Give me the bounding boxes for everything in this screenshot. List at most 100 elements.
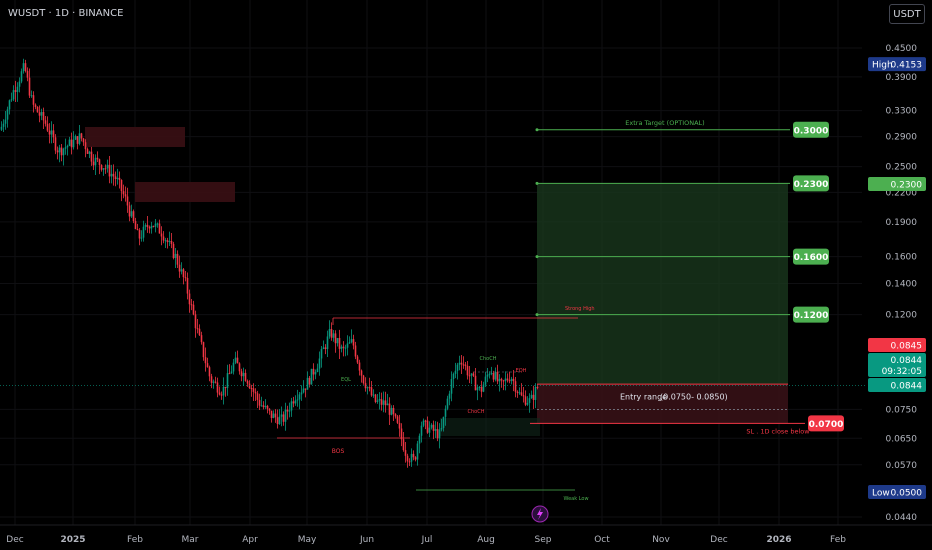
candle-body bbox=[488, 373, 491, 375]
candle-body bbox=[218, 392, 221, 395]
candle-body bbox=[330, 329, 333, 338]
entry-range-label: Entry range bbox=[620, 392, 667, 401]
candle-body bbox=[10, 99, 13, 101]
candle-body bbox=[268, 408, 271, 411]
candle-body bbox=[362, 375, 365, 384]
candle-body bbox=[92, 161, 95, 166]
candle-body bbox=[226, 373, 229, 389]
candle-body bbox=[54, 137, 57, 151]
candle-body bbox=[500, 378, 503, 381]
candle-body bbox=[210, 376, 213, 383]
candle-body bbox=[206, 363, 209, 368]
candle-body bbox=[56, 150, 59, 153]
candle-body bbox=[494, 371, 497, 380]
y-tick-label: 0.3300 bbox=[886, 107, 918, 117]
candle-body bbox=[354, 345, 357, 357]
candle-body bbox=[456, 364, 459, 371]
candle-body bbox=[334, 333, 337, 344]
candle-body bbox=[72, 139, 75, 148]
candle-body bbox=[426, 420, 429, 433]
candle-body bbox=[288, 410, 291, 412]
candle-body bbox=[258, 399, 261, 406]
last-price-badge-bg bbox=[868, 353, 926, 377]
target-badge-label: 0.1600 bbox=[794, 253, 829, 263]
candle-body bbox=[396, 416, 399, 423]
candle-body bbox=[432, 424, 435, 431]
candle-body bbox=[328, 329, 331, 337]
x-tick-label: Jul bbox=[421, 535, 433, 545]
candle-body bbox=[58, 147, 61, 153]
y-tick-label: 0.2900 bbox=[886, 133, 918, 143]
currency-button[interactable]: USDT bbox=[889, 4, 925, 24]
y-tick-label: 0.4500 bbox=[886, 44, 918, 54]
target-badge-label: 0.2300 bbox=[794, 180, 829, 190]
candle-body bbox=[374, 394, 377, 402]
candle-body bbox=[404, 450, 407, 456]
candle-body bbox=[350, 339, 353, 343]
x-tick-label: Dec bbox=[6, 535, 23, 545]
candle-body bbox=[308, 377, 311, 385]
candle-body bbox=[428, 427, 431, 433]
candle-body bbox=[64, 147, 67, 149]
candle-body bbox=[94, 157, 97, 166]
low-badge-value: 0.0500 bbox=[891, 489, 923, 499]
candle-body bbox=[132, 211, 135, 222]
candle-body bbox=[2, 123, 5, 127]
candle-body bbox=[126, 196, 129, 206]
candle-body bbox=[314, 372, 317, 375]
x-tick-label: 2026 bbox=[766, 535, 791, 545]
candle-body bbox=[190, 304, 193, 306]
candle-body bbox=[310, 368, 313, 385]
y-tick-label: 0.1900 bbox=[886, 218, 918, 228]
candle-body bbox=[186, 278, 189, 294]
candle-body bbox=[180, 269, 183, 272]
candle-body bbox=[254, 391, 257, 394]
candle-body bbox=[228, 373, 231, 375]
y-tick-label: 0.0570 bbox=[886, 461, 918, 471]
lightning-icon-bolt bbox=[537, 508, 543, 520]
candle-body bbox=[198, 328, 201, 336]
symbol-title: WUSDT · 1D · BINANCE bbox=[8, 8, 124, 19]
candle-body bbox=[232, 362, 235, 372]
price-badge-target: 0.2300 bbox=[891, 181, 923, 191]
candle-body bbox=[326, 336, 329, 350]
candle-body bbox=[66, 145, 69, 148]
target-badge bbox=[793, 248, 829, 265]
candle-body bbox=[208, 367, 211, 377]
candle-body bbox=[174, 253, 177, 259]
candle-body bbox=[304, 388, 307, 390]
candle-body bbox=[240, 371, 243, 377]
stop-badge bbox=[808, 415, 844, 432]
candle-body bbox=[386, 403, 389, 406]
candle-body bbox=[220, 394, 223, 396]
candle-body bbox=[88, 151, 91, 154]
candle-body bbox=[34, 104, 37, 107]
candle-body bbox=[346, 343, 349, 348]
target-badge bbox=[793, 306, 829, 323]
candle-body bbox=[78, 133, 81, 144]
countdown-badge: 09:32:05 bbox=[882, 367, 922, 377]
candle-body bbox=[200, 335, 203, 343]
candle-body bbox=[16, 86, 19, 92]
annotation-strong-high: Strong High bbox=[565, 306, 595, 312]
x-tick-label: Dec bbox=[710, 535, 727, 545]
candle-body bbox=[172, 243, 175, 259]
candle-body bbox=[368, 387, 371, 389]
candle-body bbox=[436, 429, 439, 439]
candle-body bbox=[366, 387, 369, 389]
candle-body bbox=[376, 400, 379, 402]
candle-body bbox=[316, 368, 319, 373]
candle-body bbox=[128, 205, 131, 217]
candle-body bbox=[390, 407, 393, 415]
candle-body bbox=[490, 373, 493, 375]
candle-body bbox=[414, 457, 417, 460]
candle-body bbox=[502, 380, 505, 382]
high-badge-value: 0.4153 bbox=[891, 61, 923, 71]
candle-body bbox=[110, 173, 113, 177]
candle-body bbox=[378, 399, 381, 401]
candle-body bbox=[468, 375, 471, 377]
candle-body bbox=[244, 372, 247, 381]
candle-body bbox=[236, 357, 239, 364]
candle-body bbox=[298, 394, 301, 400]
